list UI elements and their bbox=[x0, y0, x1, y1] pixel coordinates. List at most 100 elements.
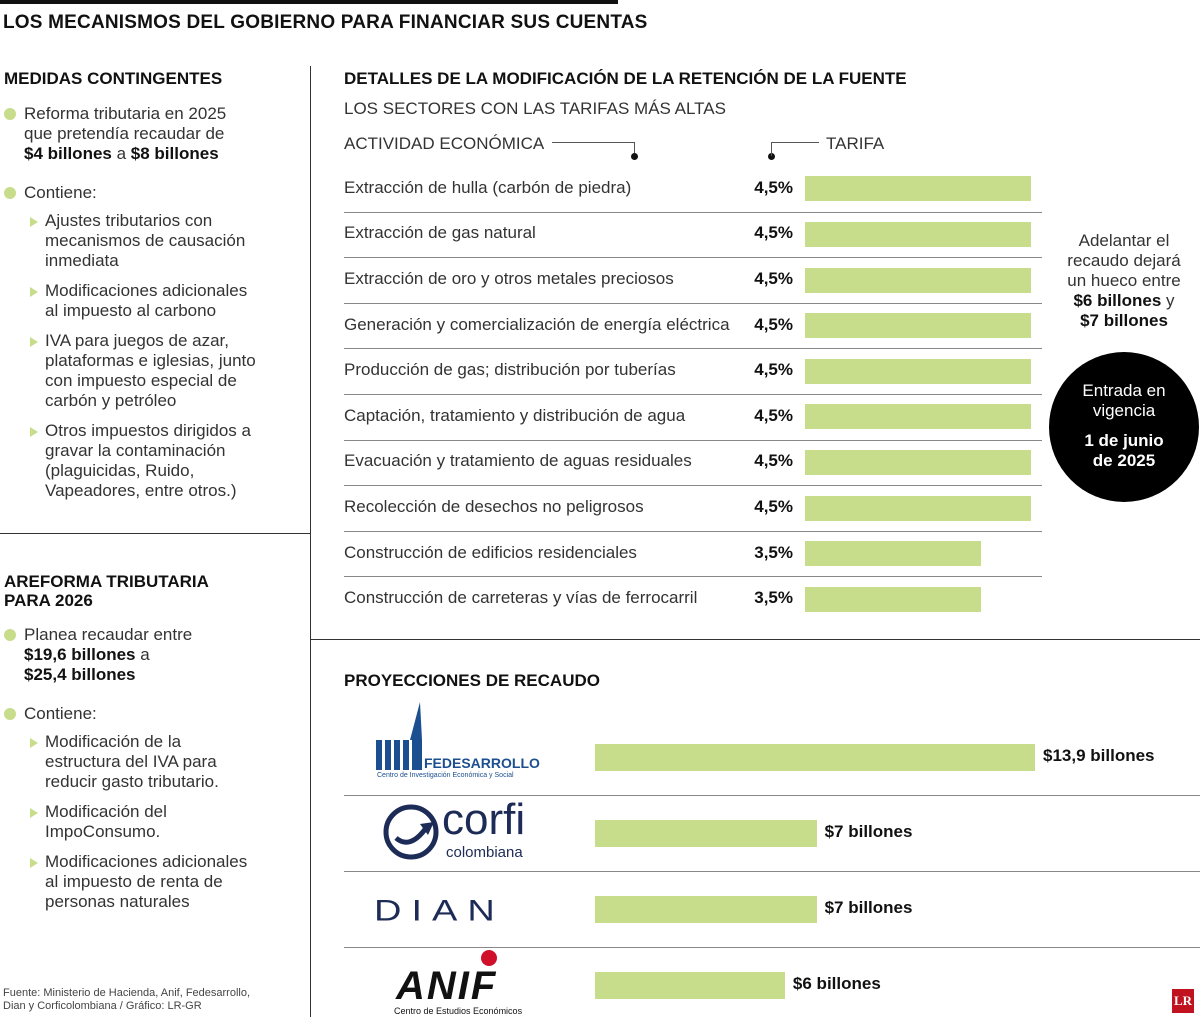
text-line: de 2025 bbox=[1092, 451, 1156, 470]
bullet-dot bbox=[4, 187, 16, 199]
activity-label: Recolección de desechos no peligrosos bbox=[344, 497, 644, 516]
left-divider bbox=[0, 533, 310, 534]
fedesarrollo-logo: FEDESARROLLO Centro de Investigación Eco… bbox=[372, 700, 552, 784]
text-line: plataformas e iglesias, junto bbox=[45, 351, 256, 370]
activity-label: Extracción de hulla (carbón de piedra) bbox=[344, 177, 632, 197]
text-line: $25,4 billones bbox=[24, 665, 304, 685]
projection-bar bbox=[595, 819, 817, 847]
text-line: Entrada en bbox=[1082, 381, 1166, 400]
bullet-dot bbox=[4, 108, 16, 120]
text-line: PARA 2026 bbox=[4, 591, 93, 610]
fedesarrollo-sub: Centro de Investigación Económica y Soci… bbox=[377, 772, 514, 779]
row-separator bbox=[344, 485, 1042, 486]
rate-bar bbox=[805, 495, 1031, 521]
rate-label: 3,5% bbox=[754, 542, 793, 562]
text-line: al impuesto al carbono bbox=[45, 301, 217, 320]
retencion-subtitle: LOS SECTORES CON LAS TARIFAS MÁS ALTAS bbox=[344, 99, 726, 118]
projection-bar bbox=[595, 895, 817, 923]
sub-bullet-item: Modificaciones adicionales al impuesto al… bbox=[45, 281, 307, 321]
text-line: inmediata bbox=[45, 251, 119, 270]
sub-bullet-item: Modificaciones adicionales al impuesto de… bbox=[45, 852, 307, 912]
text: y bbox=[1161, 291, 1175, 310]
corfi-swirl-icon bbox=[383, 804, 439, 860]
triangle-bullet-icon bbox=[30, 808, 38, 818]
text-line: Modificación de la bbox=[45, 732, 182, 751]
sub-bullet-item: Modificación del ImpoConsumo. bbox=[45, 802, 307, 842]
text-line: Vapeadores, entre otros.) bbox=[45, 481, 237, 500]
text-line: Ajustes tributarios con bbox=[45, 211, 213, 230]
rate-label: 4,5% bbox=[754, 405, 793, 425]
text-line: recaudo dejará bbox=[1067, 251, 1181, 270]
text-line: Otros impuestos dirigidos a bbox=[45, 421, 251, 440]
activity-label: Captación, tratamiento y distribución de… bbox=[344, 405, 686, 425]
text-line: $4 billones a $8 billones bbox=[24, 144, 304, 164]
text-line: con impuesto especial de bbox=[45, 371, 237, 390]
text-line: AREFORMA TRIBUTARIA bbox=[4, 572, 209, 591]
bullet-contiene: Contiene: bbox=[24, 183, 97, 202]
text-line: que pretendía recaudar de bbox=[24, 124, 225, 143]
vertical-divider bbox=[310, 66, 311, 1017]
triangle-bullet-icon bbox=[30, 427, 38, 437]
text-line: estructura del IVA para bbox=[45, 752, 217, 771]
rate-bar bbox=[805, 221, 1031, 247]
title-rule bbox=[0, 0, 618, 4]
text: a bbox=[135, 645, 150, 664]
text-line: Adelantar el bbox=[1078, 231, 1170, 250]
fedesarrollo-name: FEDESARROLLO bbox=[424, 755, 540, 771]
text-line: un hueco entre bbox=[1067, 271, 1181, 290]
text: a bbox=[111, 144, 131, 163]
triangle-bullet-icon bbox=[30, 287, 38, 297]
sub-bullet-item: IVA para juegos de azar, plataformas e ig… bbox=[45, 331, 307, 411]
triangle-bullet-icon bbox=[30, 217, 38, 227]
activity-label: Generación y comercialización de energía… bbox=[344, 314, 730, 334]
text-line: $7 billones bbox=[1054, 311, 1194, 331]
bullet-dot bbox=[4, 629, 16, 641]
amount: $7 billones bbox=[1080, 311, 1168, 330]
text-line: vigencia bbox=[1092, 401, 1156, 420]
text-line: Reforma tributaria en 2025 bbox=[24, 104, 227, 123]
text-line: Modificaciones adicionales bbox=[45, 852, 248, 871]
bullet-contiene: Contiene: bbox=[24, 704, 97, 723]
corfi-name: corfi bbox=[442, 795, 526, 844]
source-note: Fuente: Ministerio de Hacienda, Anif, Fe… bbox=[3, 987, 250, 1013]
rate-bar bbox=[805, 586, 981, 612]
rate-label: 4,5% bbox=[754, 269, 793, 288]
activity-label: Construcción de carreteras y vías de fer… bbox=[344, 588, 698, 608]
text-line: IVA para juegos de azar, bbox=[45, 331, 229, 350]
projection-value: $13,9 billones bbox=[1043, 746, 1155, 765]
connector-dot bbox=[768, 153, 775, 160]
row-separator bbox=[344, 531, 1042, 532]
triangle-bullet-icon bbox=[30, 858, 38, 868]
triangle-bullet-icon bbox=[30, 738, 38, 748]
bullet-reforma-2025: Reforma tributaria en 2025 que pretendía… bbox=[24, 104, 304, 164]
activity-label: Producción de gas; distribución por tube… bbox=[344, 360, 676, 380]
amount: $6 billones bbox=[1073, 291, 1162, 310]
section-title-medidas: MEDIDAS CONTINGENTES bbox=[4, 69, 223, 88]
anif-sub: Centro de Estudios Económicos bbox=[394, 1006, 523, 1016]
row-separator bbox=[344, 257, 1042, 258]
rate-label: 4,5% bbox=[754, 177, 793, 197]
text-line: 1 de junio bbox=[1084, 431, 1164, 450]
fedesarrollo-mark-icon bbox=[376, 702, 422, 770]
triangle-bullet-icon bbox=[30, 337, 38, 347]
rate-label: 3,5% bbox=[754, 588, 793, 608]
row-separator bbox=[344, 348, 1042, 349]
text-line: Dian y Corficolombiana / Gráfico: LR-GR bbox=[3, 1000, 202, 1012]
row-separator bbox=[344, 394, 1042, 395]
text-line: personas naturales bbox=[45, 892, 190, 911]
rate-bar bbox=[805, 358, 1031, 384]
amount: $19,6 billones bbox=[24, 645, 136, 664]
proyecciones-title: PROYECCIONES DE RECAUDO bbox=[344, 671, 600, 690]
rate-bar bbox=[805, 404, 1031, 430]
connector-dot bbox=[631, 153, 638, 160]
retencion-title: DETALLES DE LA MODIFICACIÓN DE LA RETENC… bbox=[344, 69, 907, 88]
activity-label: Evacuación y tratamiento de aguas residu… bbox=[344, 451, 692, 471]
amount: $4 billones bbox=[24, 144, 112, 163]
col-header-activity: ACTIVIDAD ECONÓMICA bbox=[344, 134, 545, 153]
row-separator bbox=[344, 440, 1042, 441]
text-line: $19,6 billones a bbox=[24, 645, 304, 665]
text-line: Fuente: Ministerio de Hacienda, Anif, Fe… bbox=[3, 987, 251, 999]
text-line: Modificaciones adicionales bbox=[45, 281, 248, 300]
rate-bar bbox=[805, 449, 1031, 475]
text-line: ImpoConsumo. bbox=[45, 822, 161, 841]
